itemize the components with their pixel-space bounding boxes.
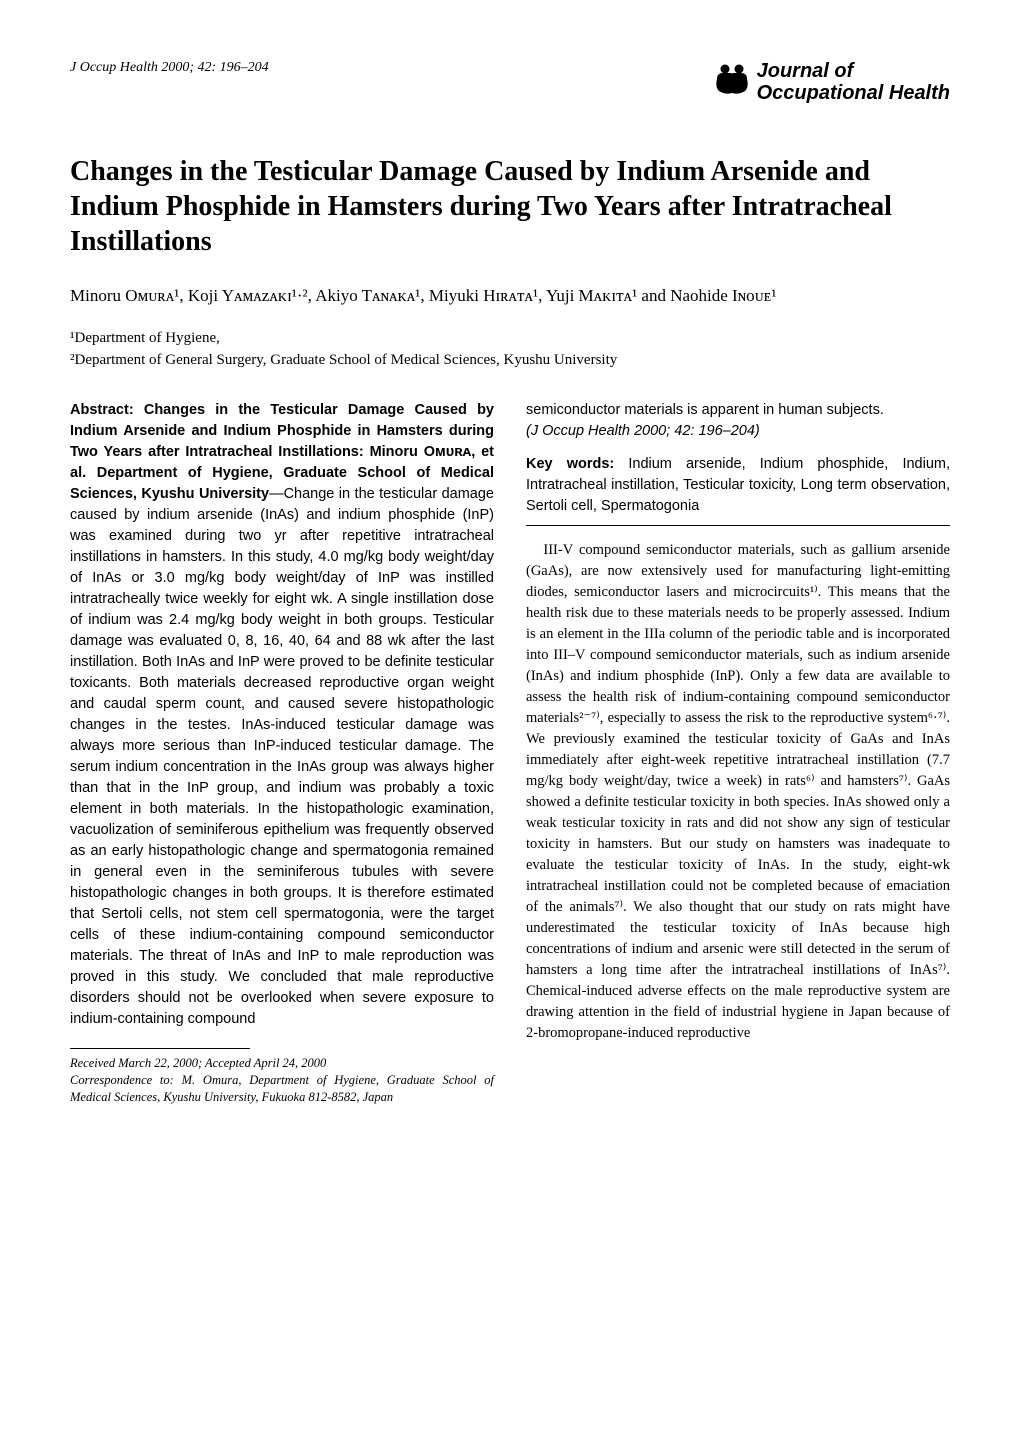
article-title: Changes in the Testicular Damage Caused … <box>70 154 950 259</box>
keywords-block: Key words: Indium arsenide, Indium phosp… <box>526 454 950 517</box>
footer-divider <box>70 1048 250 1049</box>
two-column-layout: Abstract: Changes in the Testicular Dama… <box>70 400 950 1106</box>
authors: Minoru Oᴍᴜʀᴀ¹, Koji Yᴀᴍᴀᴢᴀᴋɪ¹·², Akiyo T… <box>70 283 950 309</box>
journal-logo: Journal of Occupational Health <box>713 60 950 104</box>
abstract-text: —Change in the testicular damage caused … <box>70 486 494 1027</box>
abstract-block: Abstract: Changes in the Testicular Dama… <box>70 400 494 1030</box>
keywords-divider <box>526 525 950 526</box>
page-header: J Occup Health 2000; 42: 196–204 Journal… <box>70 60 950 104</box>
journal-name-line1: Journal of <box>757 60 950 82</box>
affiliation-1: ¹Department of Hygiene, <box>70 327 950 350</box>
right-column: semiconductor materials is apparent in h… <box>526 400 950 1106</box>
correspondence: Correspondence to: M. Omura, Department … <box>70 1072 494 1106</box>
keywords-heading: Key words: <box>526 456 614 472</box>
affiliations: ¹Department of Hygiene, ²Department of G… <box>70 327 950 372</box>
logo-icon <box>713 61 751 103</box>
journal-reference: J Occup Health 2000; 42: 196–204 <box>70 60 269 76</box>
abstract-continuation: semiconductor materials is apparent in h… <box>526 400 950 442</box>
affiliation-2: ²Department of General Surgery, Graduate… <box>70 349 950 372</box>
footer-block: Received March 22, 2000; Accepted April … <box>70 1055 494 1106</box>
journal-name-line2: Occupational Health <box>757 82 950 104</box>
received-date: Received March 22, 2000; Accepted April … <box>70 1055 494 1072</box>
continuation-text: semiconductor materials is apparent in h… <box>526 402 884 418</box>
left-column: Abstract: Changes in the Testicular Dama… <box>70 400 494 1106</box>
intro-paragraph: III-V compound semiconductor materials, … <box>526 540 950 1044</box>
journal-name: Journal of Occupational Health <box>757 60 950 104</box>
citation: (J Occup Health 2000; 42: 196–204) <box>526 423 760 439</box>
